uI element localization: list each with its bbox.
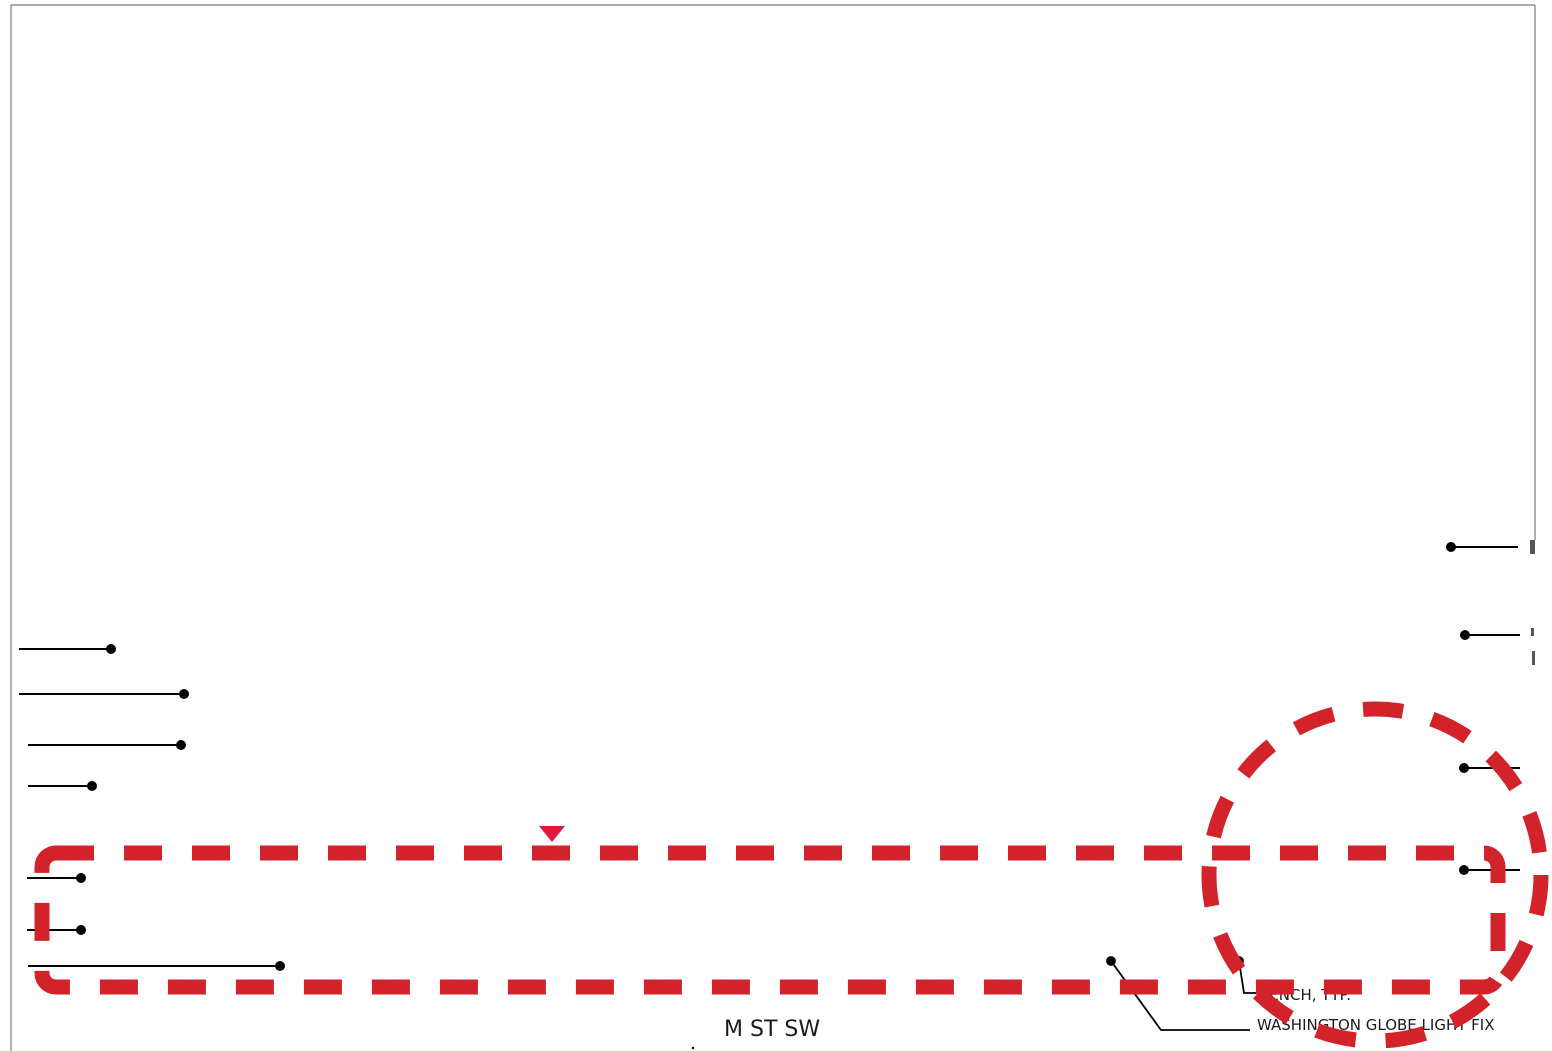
street-label: M ST SW [724, 1017, 820, 1042]
leader-line [27, 873, 86, 883]
drawing-border [10, 4, 1536, 1051]
light-fixture-label: WASHINGTON GLOBE LIGHT FIX [1257, 1016, 1495, 1034]
leader-line [1460, 630, 1520, 640]
leader-line [19, 689, 189, 699]
leader-line [28, 781, 97, 791]
small-tick-mark [691, 1046, 695, 1050]
leader-line [19, 644, 116, 654]
revision-triangle [539, 826, 565, 842]
right-leaders [1446, 542, 1520, 875]
leader-line [28, 961, 285, 971]
markup-dashed-circle [1201, 701, 1549, 1049]
leader-line [1459, 865, 1520, 875]
clipped-right-labels [1530, 540, 1535, 665]
leader-line [28, 740, 186, 750]
markup-dashed-rectangle [34, 845, 1506, 995]
left-leaders [19, 644, 285, 971]
leader-line [1446, 542, 1518, 552]
